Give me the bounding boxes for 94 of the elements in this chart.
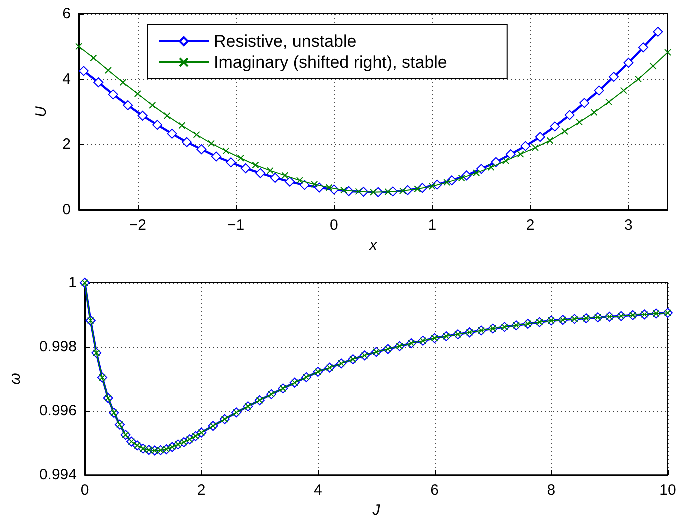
y-tick-label: 0.994 <box>39 466 77 484</box>
point <box>90 54 98 62</box>
point <box>300 180 310 190</box>
point <box>94 78 104 88</box>
point <box>653 26 664 37</box>
point <box>355 188 362 196</box>
point <box>340 186 348 194</box>
point <box>152 120 163 130</box>
x-tick-label: −1 <box>228 217 245 234</box>
legend-label: Resistive, unstable <box>214 32 357 51</box>
point <box>609 72 620 82</box>
point <box>561 128 568 136</box>
point <box>193 131 200 138</box>
point <box>167 128 178 139</box>
y-tick-label: 4 <box>62 70 71 88</box>
point <box>370 188 377 196</box>
point <box>414 186 422 193</box>
point <box>532 144 539 152</box>
x-tick-label: 1 <box>428 217 437 234</box>
point <box>149 102 156 109</box>
point <box>78 66 89 76</box>
point <box>282 172 289 180</box>
point <box>635 76 642 83</box>
point <box>550 122 560 132</box>
x-tick-label: 10 <box>660 482 676 500</box>
y-tick-label: 1 <box>68 274 77 292</box>
point <box>606 98 613 106</box>
point <box>535 132 546 142</box>
point <box>138 110 148 121</box>
y-axis-title: ω <box>7 372 24 385</box>
point <box>296 177 304 184</box>
y-tick-label: 0 <box>62 202 71 218</box>
point <box>564 110 575 120</box>
x-axis-title: J <box>372 502 381 519</box>
x-tick-label: 8 <box>547 482 556 500</box>
point <box>326 184 333 192</box>
y-axis-title: U <box>33 106 50 118</box>
point <box>520 141 531 152</box>
point <box>266 167 274 174</box>
x-tick-label: −2 <box>129 217 146 234</box>
point <box>594 86 604 96</box>
point <box>580 98 590 108</box>
point <box>517 150 524 158</box>
point <box>120 79 127 86</box>
point <box>196 144 207 155</box>
y-tick-label: 0.998 <box>39 338 77 356</box>
point <box>664 49 672 56</box>
point <box>208 140 216 148</box>
point <box>384 188 392 196</box>
point <box>428 182 436 190</box>
point <box>222 148 230 155</box>
point <box>164 112 171 120</box>
point <box>506 149 516 160</box>
y-tick-label: 2 <box>62 136 71 154</box>
x-axis-title: x <box>368 236 378 254</box>
y-tick-label: 0.996 <box>39 402 77 420</box>
point <box>237 154 244 162</box>
point <box>240 164 251 174</box>
point <box>590 109 598 116</box>
point <box>638 42 648 53</box>
point <box>256 168 266 178</box>
point <box>104 67 112 74</box>
point <box>399 188 406 195</box>
point <box>311 181 318 188</box>
point <box>270 172 280 183</box>
point <box>444 179 451 186</box>
point <box>226 158 236 168</box>
point <box>546 137 554 144</box>
point <box>211 152 222 162</box>
x-tick-label: 3 <box>624 217 633 234</box>
point <box>473 170 480 177</box>
point <box>285 176 296 187</box>
point <box>576 118 584 126</box>
point <box>178 122 186 130</box>
x-tick-label: 6 <box>430 482 439 500</box>
point <box>458 174 466 182</box>
point <box>502 158 510 164</box>
x-tick-label: 0 <box>330 217 338 234</box>
point <box>650 62 657 70</box>
point <box>624 58 634 68</box>
point <box>252 162 260 169</box>
legend-label: Imaginary (shifted right), stable <box>214 53 448 72</box>
x-tick-label: 2 <box>197 482 206 500</box>
point <box>123 100 134 110</box>
point <box>182 137 192 148</box>
x-tick-label: 4 <box>314 482 322 500</box>
point <box>488 164 495 172</box>
point <box>134 90 142 98</box>
y-tick-label: 6 <box>62 6 71 22</box>
x-tick-label: 2 <box>526 217 535 234</box>
point <box>76 43 82 50</box>
point <box>620 87 628 94</box>
point <box>108 90 118 100</box>
x-tick-label: 0 <box>80 482 90 500</box>
